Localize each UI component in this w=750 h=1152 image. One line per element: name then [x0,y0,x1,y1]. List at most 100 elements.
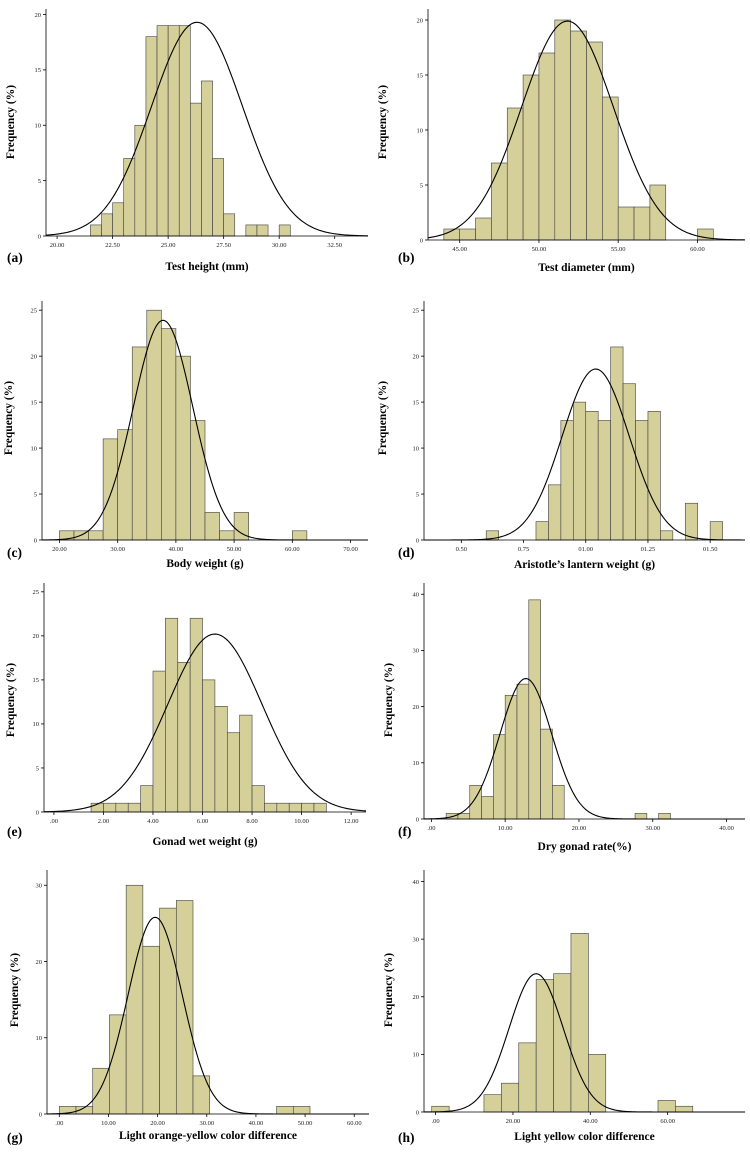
y-tick-label: 15 [33,677,40,684]
histogram-bar [602,96,619,241]
y-axis-title: Frequency (%) [5,85,17,159]
x-tick-label: 32.50 [327,242,342,249]
y-tick-label: 0 [36,809,39,816]
histogram-bar [483,1094,502,1113]
histogram-panel: 0 5 10 15 20 25 20.00 30.00 40.00 50.00 60.00 70.00… [3,301,368,570]
histogram-bar [684,502,699,541]
y-axis-title: Frequency (%) [9,953,21,1027]
histogram-bar [204,512,220,541]
x-tick-label: 20.00 [50,242,65,249]
y-axis-title: Frequency (%) [383,953,395,1027]
y-tick-label: 5 [34,491,37,498]
x-tick-label: 50.00 [227,546,242,553]
histogram-bar [190,420,206,541]
normal-curve [45,21,369,237]
normal-curve [43,633,367,813]
x-axis-title: Light orange-yellow color difference [119,1130,297,1142]
histogram-bar [301,802,315,813]
histogram-bar [152,670,166,813]
y-tick-label: 10 [413,1052,420,1059]
histogram-bar [117,429,133,541]
y-tick-label: 40 [413,592,420,599]
y-tick-label: 10 [35,123,42,130]
y-axis-title: Frequency (%) [377,381,389,455]
y-tick-label: 10 [36,1035,43,1042]
histogram-panel: 0 5 10 15 20 25 .00 2.00 4.00 6.00 8.00 10.00 12.00 F… [5,583,367,848]
histogram-bar [675,1105,694,1113]
histogram-panel: 0 5 10 15 20 25 0.50 0.75 01.00 01.25 01.50 Frequen… [377,301,745,571]
histogram-bar [292,530,308,541]
histogram-bar [588,1054,607,1113]
x-tick-label: 27.50 [216,242,231,249]
histogram-panel: 0 5 10 15 20 45.00 50.00 55.00 60.00 Frequency (%… [377,9,746,274]
y-tick-label: 5 [36,765,39,772]
histogram-bar [647,411,661,541]
histogram-bar [88,530,104,541]
histogram-bar [178,25,191,237]
x-tick-label: 10.00 [294,818,309,825]
histogram-bar [142,945,160,1115]
histogram-bar [109,1014,127,1115]
histogram-bar [276,802,290,813]
x-axis-title: Light yellow color difference [514,1131,654,1143]
x-tick-label: 30.00 [199,1120,214,1127]
y-tick-label: 30 [413,648,420,655]
histogram-bar [535,521,549,541]
histogram-bar [156,25,169,237]
x-tick-label: .00 [50,818,58,825]
x-tick-label: 10.00 [101,1120,116,1127]
histogram-bar [540,728,553,820]
x-tick-label: 4.00 [147,818,158,825]
x-axis-title: Test height (mm) [165,261,248,273]
y-axis-title: Frequency (%) [377,85,389,159]
histogram-bar [570,30,587,241]
histogram-bar [245,224,258,237]
x-tick-label: .00 [427,825,435,832]
x-tick-label: 10.00 [498,825,513,832]
y-tick-label: 10 [413,445,420,452]
x-axis-title: Body weight (g) [166,558,243,570]
panel-label: (d) [398,545,415,560]
histogram-bar [622,383,636,541]
y-tick-label: 10 [31,445,38,452]
histogram-bar [103,802,117,813]
histogram-bar [190,102,202,237]
x-tick-label: 60.00 [285,546,300,553]
y-tick-label: 20 [413,704,420,711]
histogram-bar [634,813,648,820]
y-tick-label: 20 [35,12,42,19]
histogram-bar [292,1106,311,1115]
x-tick-label: 01.25 [641,546,656,553]
histogram-bar [127,802,141,813]
x-tick-label: .00 [55,1120,63,1127]
y-tick-label: 0 [420,237,423,244]
histogram-bar [177,661,191,813]
histogram-bar [504,695,518,820]
y-tick-label: 5 [420,182,423,189]
x-tick-label: 40.00 [169,546,184,553]
histogram-bar [516,683,530,820]
histogram-bar [123,158,136,237]
histogram-bar [633,206,651,241]
y-axis-title: Frequency (%) [3,381,15,455]
histogram-bar [657,1100,676,1113]
histogram-bar [90,224,102,237]
y-tick-label: 25 [413,307,420,314]
histogram-bar [518,1042,537,1113]
x-tick-label: 60.00 [690,246,705,253]
y-tick-label: 10 [413,760,420,767]
x-tick-label: 60.00 [660,1118,675,1125]
x-tick-label: 40.00 [583,1118,598,1125]
y-tick-label: 15 [413,399,420,406]
x-axis-title: Gonad wet weight (g) [152,836,257,848]
x-tick-label: .00 [432,1118,440,1125]
x-tick-label: 22.50 [105,242,120,249]
y-tick-label: 10 [417,127,424,134]
y-tick-label: 40 [413,879,420,886]
x-tick-label: 40.00 [249,1120,264,1127]
x-tick-label: 0.50 [456,546,467,553]
x-tick-label: 50.00 [298,1120,313,1127]
histogram-bar [276,1106,294,1115]
